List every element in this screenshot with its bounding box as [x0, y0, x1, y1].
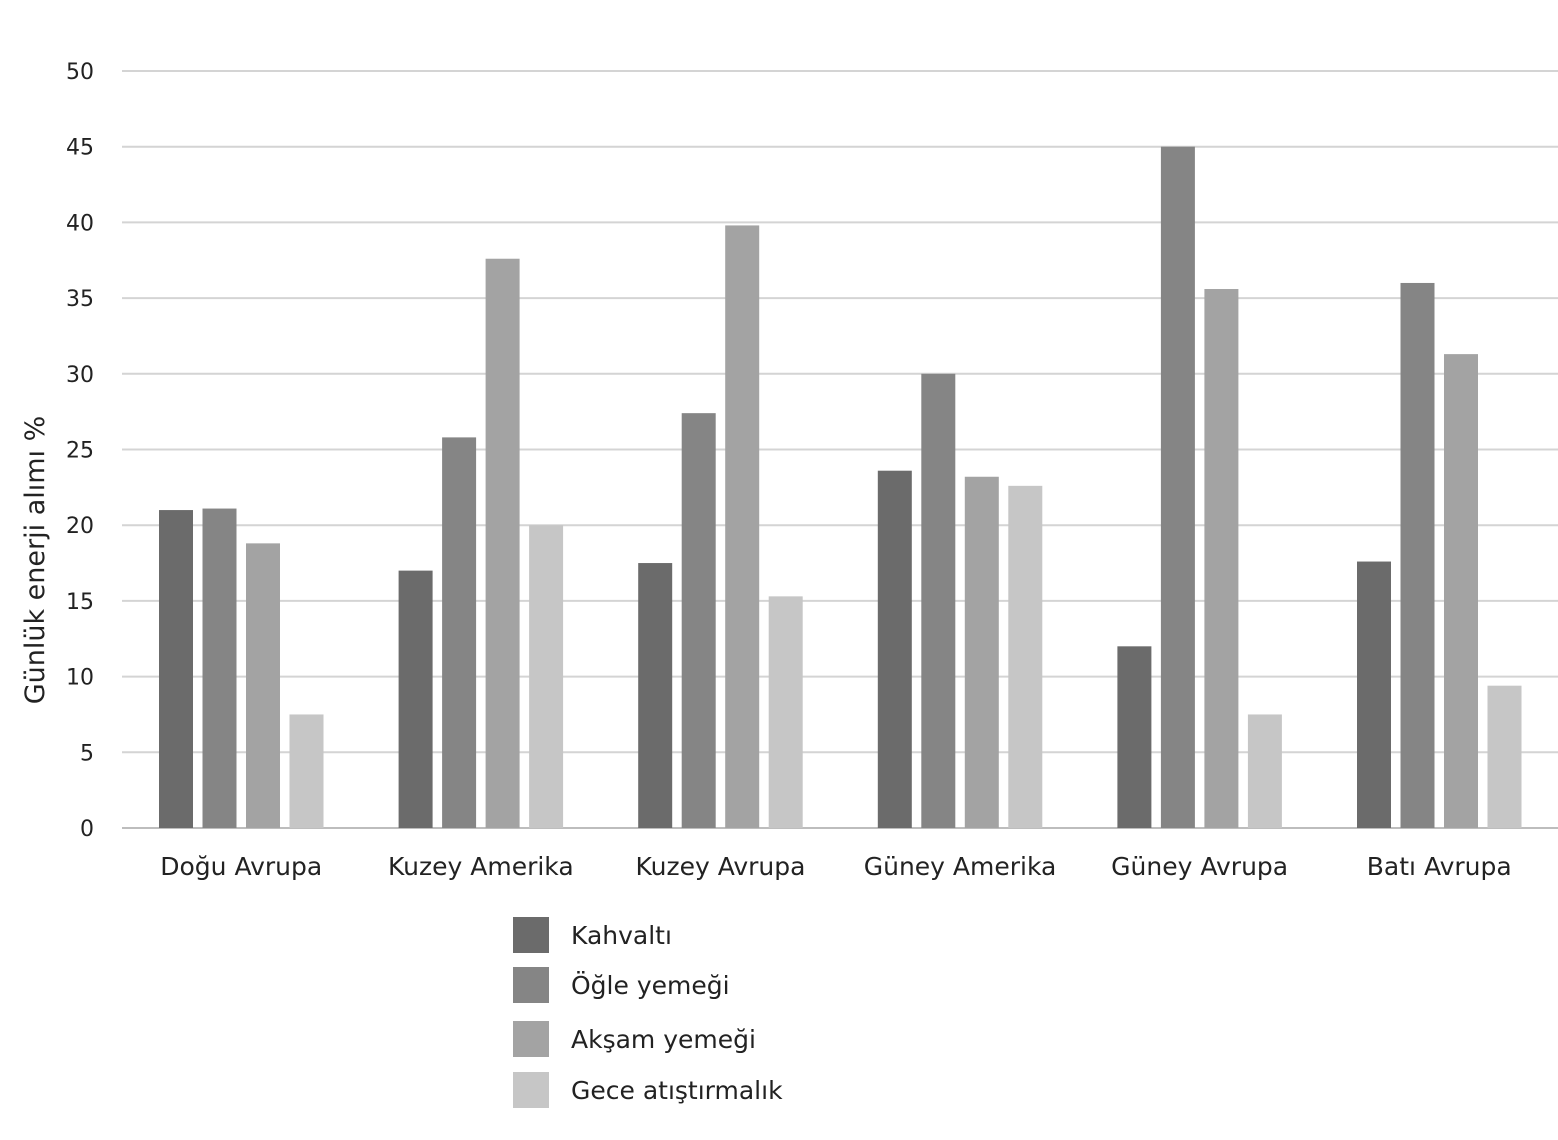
x-category-label: Doğu Avrupa	[160, 852, 322, 881]
legend-item: Kahvaltı	[513, 917, 672, 953]
x-category-label: Güney Amerika	[864, 852, 1057, 881]
x-category-label: Kuzey Amerika	[388, 852, 574, 881]
bar	[1117, 646, 1152, 828]
bar	[964, 476, 999, 828]
legend-label: Gece atıştırmalık	[571, 1076, 783, 1105]
bar	[1247, 714, 1282, 828]
bar	[442, 437, 477, 828]
legend-item: Akşam yemeği	[513, 1021, 756, 1057]
bar	[768, 596, 803, 828]
bars	[159, 146, 1522, 829]
bar	[1487, 685, 1522, 828]
bar	[1160, 146, 1195, 828]
legend-label: Akşam yemeği	[571, 1025, 756, 1054]
bar	[246, 543, 280, 828]
legend-item: Öğle yemeği	[513, 967, 730, 1003]
bar	[877, 470, 912, 828]
legend-swatch	[513, 1072, 549, 1108]
y-tick-label: 30	[66, 363, 94, 388]
bar	[1357, 561, 1391, 828]
x-category-label: Batı Avrupa	[1367, 852, 1512, 881]
y-tick-label: 0	[80, 817, 94, 842]
legend-label: Kahvaltı	[571, 921, 672, 950]
y-tick-label: 10	[66, 666, 94, 691]
bar	[725, 225, 760, 829]
y-tick-label: 15	[66, 590, 94, 615]
x-category-label: Güney Avrupa	[1111, 852, 1288, 881]
x-category-label: Kuzey Avrupa	[635, 852, 805, 881]
bar	[529, 525, 564, 828]
bar	[1204, 289, 1239, 828]
grid-lines	[122, 70, 1558, 829]
bar	[289, 714, 324, 828]
y-tick-label: 25	[66, 439, 94, 464]
bar	[681, 413, 716, 828]
bar	[159, 510, 193, 828]
bar	[1400, 282, 1435, 829]
bar	[202, 508, 237, 828]
legend-item: Gece atıştırmalık	[513, 1072, 783, 1108]
y-axis-label: Günlük enerji alımı %	[20, 416, 51, 705]
y-axis-ticks: 0 5 10 15 20 25 30 35 40 45 50	[66, 60, 94, 842]
legend: Kahvaltı Öğle yemeği Akşam yemeği Gece atış…	[513, 917, 783, 1108]
y-tick-label: 45	[66, 136, 94, 161]
y-tick-label: 20	[66, 514, 94, 539]
bar	[638, 563, 673, 828]
y-tick-label: 50	[66, 60, 94, 85]
legend-swatch	[513, 1021, 549, 1057]
y-tick-label: 5	[80, 741, 94, 766]
bar	[485, 258, 520, 829]
y-tick-label: 40	[66, 211, 94, 236]
y-tick-label: 35	[66, 287, 94, 312]
x-axis-categories: Doğu Avrupa Kuzey Amerika Kuzey Avrupa Güne…	[160, 852, 1511, 881]
legend-swatch	[513, 967, 549, 1003]
bar	[398, 570, 433, 828]
bar	[1008, 485, 1043, 828]
bar	[921, 373, 956, 828]
legend-swatch	[513, 917, 549, 953]
legend-label: Öğle yemeği	[571, 971, 730, 1000]
bar	[1444, 354, 1478, 828]
